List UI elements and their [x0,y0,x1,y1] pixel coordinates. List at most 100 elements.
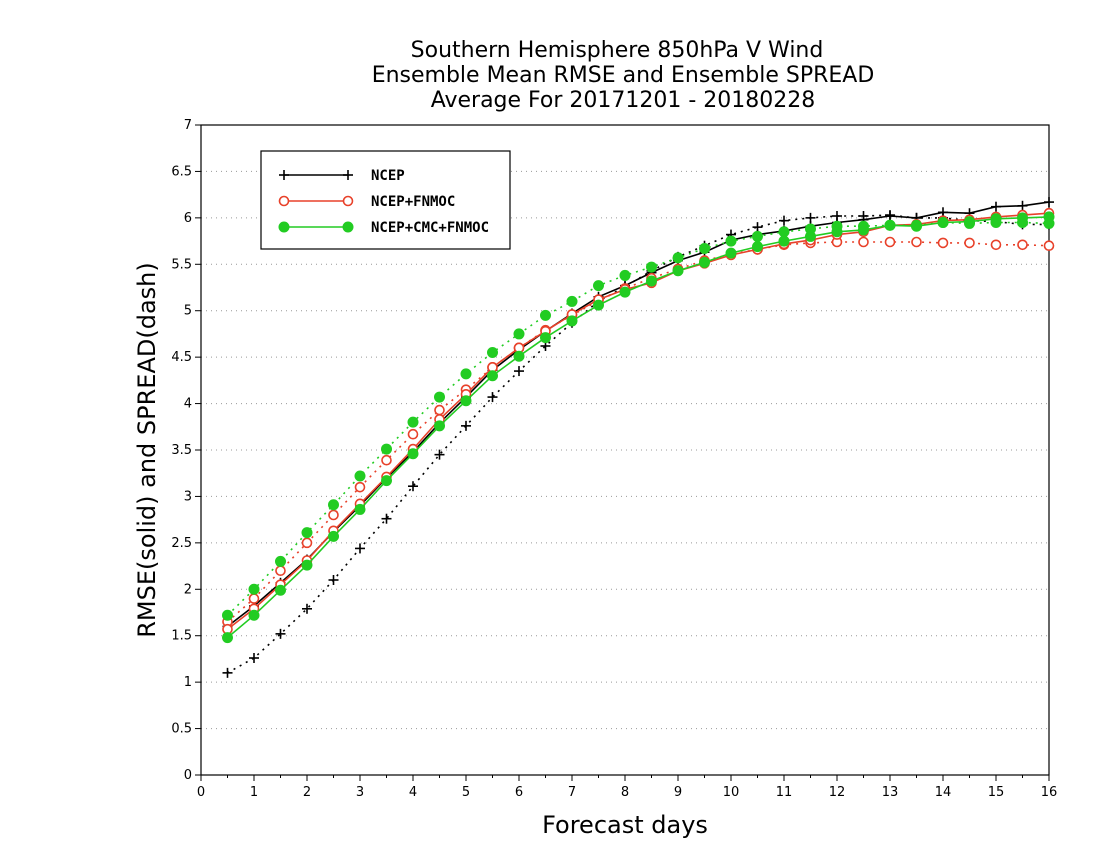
x-tick-label: 15 [988,785,1005,800]
spread-point [381,513,392,524]
rmse-point [381,475,392,487]
spread-point [434,404,445,416]
chart-title-line-3: Average For 20171201 - 20180228 [431,88,816,113]
spread-point [275,555,286,567]
legend-label: NCEP+CMC+FNMOC [371,220,489,236]
spread-point [328,575,339,585]
rmse-point [407,448,419,460]
spread-point [407,416,419,428]
x-tick-label: 13 [882,785,899,800]
spread-point [725,235,737,247]
rmse-line [227,212,1050,630]
rmse-point [1017,212,1028,224]
spread-point [990,239,1002,251]
spread-point [593,280,604,292]
x-tick-label: 6 [515,785,523,800]
spread-point [275,628,286,639]
spread-point [381,454,392,466]
rmse-point [1017,200,1028,211]
rmse-point [831,226,843,238]
spread-point [248,583,260,595]
spread-point [301,537,313,549]
y-tick-label: 7 [184,118,192,133]
spread-point [513,328,525,340]
axes: 00.511.522.533.544.555.566.570 1 2 3 4 5 6 7 8 9 1… [171,118,1057,800]
gridlines [201,170,1049,730]
spread-point [911,236,922,248]
x-axis-label: Forecast days [542,811,708,839]
y-tick-label: 1.5 [171,629,192,644]
y-tick-label: 0 [184,768,192,783]
spread-point [779,215,789,226]
legend-box [260,150,511,250]
spread-point [275,565,286,577]
spread-point [858,236,869,248]
spread-point [222,609,233,621]
x-tick-label: 12 [829,785,846,800]
spread-point [381,443,392,455]
y-tick-label: 2.5 [171,536,192,551]
spread-point [884,236,896,248]
rmse-line [227,201,1050,628]
x-tick-label: 8 [621,785,629,800]
spread-point [248,593,260,604]
rmse-point [990,213,1002,225]
legend-marker [343,170,353,180]
rmse-point [911,220,922,232]
spread-point [460,368,472,380]
rmse-point [248,609,260,621]
rmse-point [885,211,895,221]
rmse-point [858,224,869,236]
y-tick-label: 6.5 [171,164,192,179]
rmse-point [566,315,578,327]
legend-marker [278,221,290,233]
y-tick-label: 4.5 [171,350,192,365]
y-tick-label: 0.5 [171,722,192,737]
y-tick-label: 2 [184,582,192,597]
spread-point [487,347,498,358]
y-tick-label: 3 [184,489,192,504]
spread-point [566,295,578,307]
x-tick-label: 7 [568,785,576,800]
rmse-point [646,275,657,287]
spread-point [407,428,419,440]
spread-point [249,653,259,663]
spread-point [408,481,418,492]
rmse-point [513,350,525,362]
spread-point [434,449,445,460]
spread-point [434,391,445,403]
y-axis-label: RMSE(solid) and SPREAD(dash) [133,262,161,638]
rmse-point [884,219,896,231]
spread-point [514,366,524,377]
legend-label: NCEP [371,168,405,184]
rmse-point [991,201,1001,212]
x-tick-label: 3 [356,785,364,800]
spread-line [227,214,1049,674]
spread-point [1017,239,1028,251]
spread-point [937,237,949,249]
legend-marker [278,195,290,207]
legend-entry: NCEP+FNMOC [278,194,455,210]
y-tick-label: 3.5 [171,443,192,458]
spread-point [699,243,710,254]
rmse-point [699,256,710,268]
rmse-point [752,241,763,253]
rmse-point [1044,197,1054,208]
legend-entry: NCEP+CMC+FNMOC [278,220,489,236]
y-tick-label: 6 [184,211,192,226]
rmse-point [487,370,498,382]
legend: NCEP NCEP+FNMOC NCEP+CMC+FNMOC [260,150,511,250]
rmse-point [222,632,233,644]
spread-point [1043,240,1055,252]
rmse-point [460,395,472,407]
spread-point [461,420,471,431]
rmse-point [275,584,286,596]
spread-point [328,499,339,511]
rmse-point [672,265,684,277]
spread-point [355,543,365,554]
spread-point [487,392,498,403]
legend-label: NCEP+FNMOC [371,194,455,210]
legend-marker [342,221,354,233]
x-tick-label: 16 [1041,785,1058,800]
